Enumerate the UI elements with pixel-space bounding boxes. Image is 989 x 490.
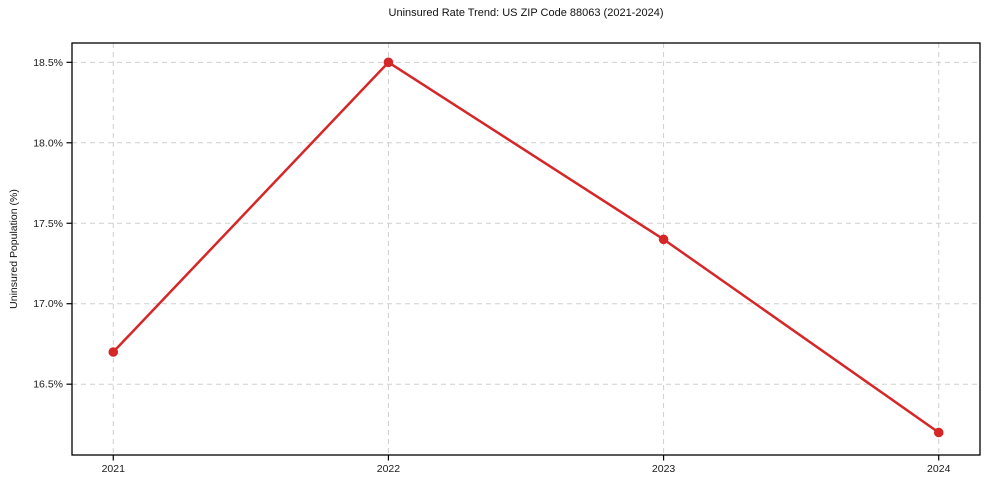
trend-line xyxy=(112,61,940,434)
y-tick-label: 16.5% xyxy=(33,379,63,391)
data-point-marker xyxy=(658,234,669,245)
data-point-marker xyxy=(933,427,944,438)
x-tick-label: 2021 xyxy=(102,463,126,475)
y-tick-label: 18.0% xyxy=(33,137,63,149)
data-point-marker xyxy=(108,347,119,357)
x-tick-label: 2022 xyxy=(377,463,401,475)
x-tick-label: 2023 xyxy=(652,463,676,475)
y-tick-label: 17.0% xyxy=(33,298,63,310)
axes-box xyxy=(71,42,981,456)
y-tick-label: 18.5% xyxy=(33,57,63,69)
chart-title: Uninsured Rate Trend: US ZIP Code 88063 … xyxy=(388,7,664,19)
y-tick-label: 17.5% xyxy=(33,218,63,230)
data-point-marker xyxy=(383,57,394,68)
x-tick-label: 2024 xyxy=(927,463,951,475)
